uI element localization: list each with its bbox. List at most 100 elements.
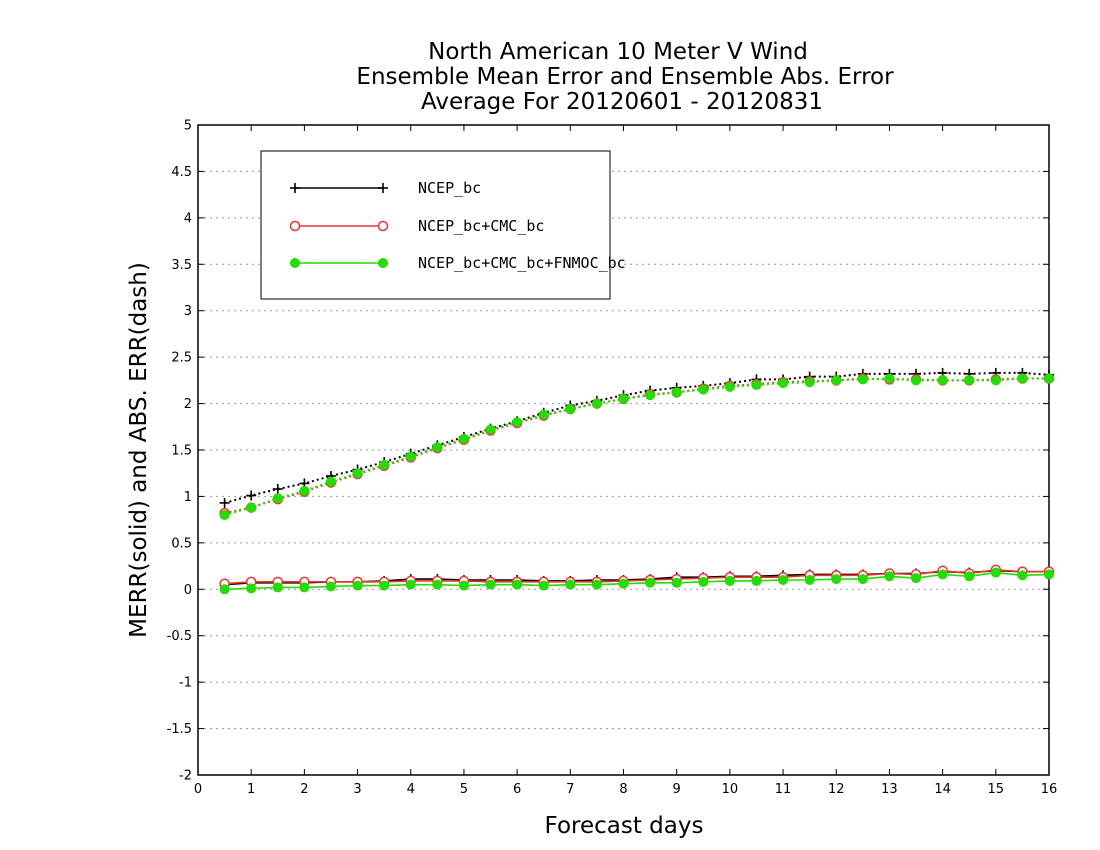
merr-point (804, 575, 815, 585)
y-tick-label: 4 (184, 211, 192, 226)
merr-point (485, 579, 496, 590)
abs-err-point (751, 380, 762, 390)
merr-point (325, 581, 336, 592)
x-tick-label: 4 (407, 782, 415, 797)
series-2 (219, 373, 1054, 595)
legend-box (260, 150, 611, 300)
x-tick-label: 3 (353, 782, 361, 797)
merr-point (831, 574, 842, 585)
abs-err-point (937, 375, 948, 386)
y-tick-label: 5 (184, 119, 192, 134)
grid (198, 124, 1049, 776)
merr-point (246, 583, 257, 594)
y-tick-label: -0.5 (167, 629, 192, 644)
x-tick-label: 16 (1041, 782, 1058, 797)
y-tick-label: -1.5 (167, 722, 192, 737)
series-1 (219, 373, 1055, 589)
merr-point (352, 580, 363, 591)
abs-err-line (224, 371, 1050, 504)
merr-point (884, 571, 895, 582)
abs-err-point (565, 404, 576, 415)
y-tick-label: 3.5 (171, 258, 192, 273)
abs-err-point (1017, 373, 1028, 384)
merr-point (512, 579, 523, 590)
abs-err-point (645, 390, 656, 401)
title-line-1: North American 10 Meter V Wind (428, 39, 808, 65)
x-tick-label: 11 (775, 782, 792, 797)
legend-marker (378, 183, 388, 193)
merr-point (751, 575, 762, 586)
abs-err-point (485, 424, 496, 435)
abs-err-point (325, 476, 336, 487)
x-tick-label: 5 (460, 782, 468, 797)
x-tick-label: 6 (513, 782, 521, 797)
y-tick-label: -1 (179, 676, 192, 691)
abs-err-point (299, 485, 310, 496)
legend-label: NCEP_bc (418, 179, 481, 197)
abs-err-point (857, 374, 868, 385)
merr-point (591, 579, 602, 590)
abs-err-point (724, 381, 735, 392)
abs-err-point (246, 502, 257, 513)
y-tick-label: 0.5 (171, 536, 192, 551)
y-tick-label: -2 (179, 769, 192, 784)
abs-err-line (224, 377, 1049, 515)
x-tick-label: 15 (988, 782, 1005, 797)
legend-marker (290, 258, 300, 268)
axis-ticks: 0 1 2 3 4 5 6 7 8 9 10 11 12 13 14 15 16-2-1.5-1-0.500.5… (167, 119, 1058, 798)
abs-err-point (379, 459, 390, 470)
merr-point (219, 584, 230, 595)
merr-point (272, 582, 283, 593)
title-line-3: Average For 20120601 - 20120831 (421, 89, 823, 115)
x-tick-label: 8 (619, 782, 627, 797)
merr-point (1017, 570, 1028, 581)
legend-label: NCEP_bc+CMC_bc (418, 217, 544, 235)
y-tick-label: 2 (184, 397, 192, 412)
abs-err-point (884, 373, 895, 384)
x-axis-label: Forecast days (545, 813, 704, 839)
x-tick-label: 9 (673, 782, 681, 797)
abs-err-point (990, 375, 1001, 386)
abs-err-point (512, 417, 523, 428)
abs-err-point (538, 409, 549, 420)
chart-title: North American 10 Meter V Wind Ensemble … (356, 39, 894, 115)
merr-point (1044, 569, 1054, 580)
x-tick-label: 14 (934, 782, 951, 797)
merr-point (724, 575, 735, 586)
legend-marker (289, 220, 301, 232)
x-tick-label: 0 (194, 782, 202, 797)
abs-err-point (272, 493, 283, 504)
x-tick-label: 7 (566, 782, 574, 797)
merr-point (964, 571, 975, 582)
abs-err-point (458, 433, 469, 444)
abs-err-point (911, 375, 922, 386)
abs-err-point (618, 393, 629, 404)
abs-err-point (671, 387, 682, 398)
abs-err-point (246, 490, 257, 501)
merr-point (618, 578, 629, 589)
abs-err-point (591, 398, 602, 409)
abs-err-point (698, 384, 709, 395)
abs-err-point (831, 375, 842, 386)
x-tick-label: 2 (300, 782, 308, 797)
x-tick-label: 10 (722, 782, 739, 797)
abs-err-point (432, 442, 443, 453)
y-tick-label: 1 (184, 490, 192, 505)
merr-point (299, 582, 310, 593)
merr-point (671, 577, 682, 588)
abs-err-point (804, 377, 815, 388)
abs-err-line (224, 377, 1049, 516)
merr-point (698, 576, 709, 587)
merr-point (645, 577, 656, 588)
abs-err-point (1044, 373, 1054, 384)
y-tick-label: 2.5 (171, 351, 192, 366)
merr-point (565, 579, 576, 590)
abs-err-point (219, 497, 230, 508)
abs-err-point (405, 451, 416, 462)
legend: NCEP_bc NCEP_bc+CMC_bc NCEP_bc+CMC_bc+FNMO… (260, 150, 626, 300)
y-tick-label: 1.5 (171, 444, 192, 459)
abs-err-point (352, 468, 363, 479)
merr-point (990, 567, 1001, 578)
x-tick-label: 1 (247, 782, 255, 797)
